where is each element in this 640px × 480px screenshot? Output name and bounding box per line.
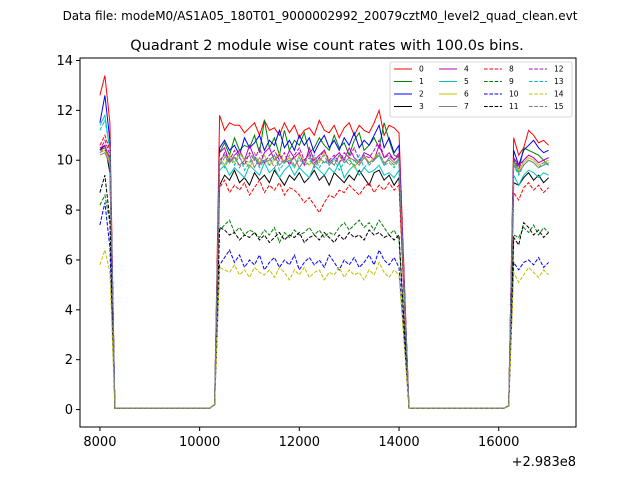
series-line-10 bbox=[99, 202, 549, 409]
legend-label-8: 8 bbox=[509, 65, 514, 74]
legend-label-5: 5 bbox=[464, 77, 469, 86]
legend-label-0: 0 bbox=[419, 65, 424, 74]
y-tick-label: 6 bbox=[65, 253, 73, 268]
legend-box bbox=[389, 61, 573, 118]
legend-label-15: 15 bbox=[554, 102, 564, 111]
x-tick-label: 16000 bbox=[478, 435, 519, 450]
plot-lines bbox=[99, 75, 549, 409]
series-line-8 bbox=[99, 133, 549, 409]
x-tick-label: 8000 bbox=[83, 435, 116, 450]
legend-label-4: 4 bbox=[464, 65, 469, 74]
legend-label-7: 7 bbox=[464, 102, 469, 111]
y-tick-label: 12 bbox=[56, 104, 73, 119]
legend-label-14: 14 bbox=[554, 90, 564, 99]
y-tick-label: 10 bbox=[56, 154, 73, 169]
series-line-14 bbox=[99, 248, 549, 409]
legend-label-13: 13 bbox=[554, 77, 564, 86]
x-tick-label: 14000 bbox=[378, 435, 419, 450]
y-tick-label: 8 bbox=[65, 204, 73, 219]
series-line-15 bbox=[99, 146, 549, 409]
y-tick-label: 2 bbox=[65, 353, 73, 368]
legend-label-9: 9 bbox=[509, 77, 514, 86]
x-tick-label: 10000 bbox=[179, 435, 220, 450]
plot-frame bbox=[79, 57, 577, 428]
suptitle: Data file: modeM0/AS1A05_180T01_90000029… bbox=[63, 9, 578, 23]
legend-label-11: 11 bbox=[509, 102, 519, 111]
y-tick-label: 14 bbox=[56, 54, 73, 69]
legend-label-1: 1 bbox=[419, 77, 424, 86]
chart-title: Quadrant 2 module wise count rates with … bbox=[130, 38, 524, 54]
legend-label-6: 6 bbox=[464, 90, 469, 99]
y-tick-label: 0 bbox=[65, 403, 73, 418]
legend-label-3: 3 bbox=[419, 102, 424, 111]
x-tick-label: 12000 bbox=[279, 435, 320, 450]
y-tick-label: 4 bbox=[65, 303, 73, 318]
y-axis: 0 2 4 6 8 10 12 14 bbox=[56, 54, 80, 418]
x-axis: 8000 10000 12000 14000 16000 bbox=[83, 427, 519, 450]
series-line-9 bbox=[99, 193, 549, 409]
x-offset-label: +2.983e8 bbox=[512, 455, 576, 470]
legend-label-2: 2 bbox=[419, 90, 424, 99]
legend-label-10: 10 bbox=[509, 90, 519, 99]
legend-label-12: 12 bbox=[554, 65, 564, 74]
